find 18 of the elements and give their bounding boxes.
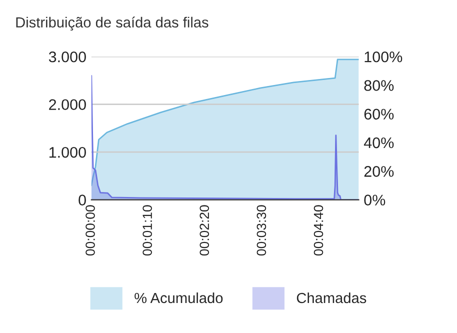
y2-tick-label: 40% [364,137,394,148]
x-tick-label: 00:04:40 [314,205,324,256]
y2-tick-label: 100% [364,51,402,62]
y2-tick-label: 0% [364,194,386,206]
y-tick-label: 2.000 [49,99,86,110]
legend-label: % Acumulado [134,292,223,304]
y-tick-label: 3.000 [48,51,86,62]
x-tick-label: 00:02:20 [200,205,210,256]
x-tick-label: 00:00:00 [86,205,95,256]
chart-title: Distribuição de saída das filas [16,16,208,30]
y-tick-label: 0 [78,194,86,206]
y2-tick-label: 60% [364,108,394,120]
y2-tick-label: 20% [364,166,394,177]
y2-tick-label: 80% [364,80,394,91]
x-tick-label: 00:01:10 [142,205,152,256]
x-tick-label: 00:03:30 [256,205,266,256]
y-tick-label: 1.000 [49,146,86,158]
legend-label: Chamadas [296,292,366,304]
